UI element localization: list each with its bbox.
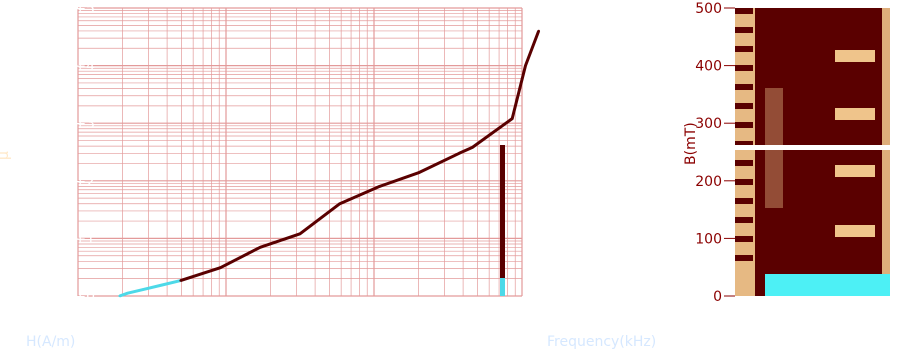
b-field-stripe [735,103,753,109]
b-field-stripe [735,84,753,90]
b-tick-label: 500 [695,1,722,17]
left-x-tick-labels: 600 800 1000 1200 1E+1 1E+2 1E+3 [43,308,850,324]
series-point [179,279,182,282]
b-field-right-edge [882,8,890,296]
right-panel [730,8,895,296]
h-tick-label: 1200 [257,308,293,324]
series-point [524,64,527,67]
y-tick-label: 1E+3 [57,116,95,132]
series-point [298,232,302,236]
h-tick-label: 600 [43,308,70,324]
left-plot-grid [77,7,523,297]
b-tick-label: 200 [695,174,722,190]
b-field-cut [730,145,895,150]
frequency-marker-low [500,278,505,296]
b-field-edge [735,8,755,296]
series-line-1 [180,30,541,283]
right-y-tick-labels: 0 100 200 300 400 500 B(mT) [683,1,735,305]
series-point [118,294,121,298]
b-field-stripe [735,217,753,223]
b-field-stripe [735,65,753,71]
series-point [511,117,514,120]
b-field-stripe [735,27,753,33]
series-point [471,146,474,149]
b-field-stripe [735,122,753,128]
series-point [418,171,421,174]
b-field-stripe [735,179,753,185]
series-point [457,152,461,155]
b-field-band [765,274,890,296]
plot-area [78,8,522,296]
left-y-tick-labels: 1E+0 1E+1 1E+2 1E+3 1E+4 1E+5 μ [0,1,95,305]
series-point [126,291,129,295]
x-axis-title-left: H(A/m) [26,334,76,350]
series-point [142,288,145,291]
y-tick-label: 1E+1 [57,231,95,247]
frequency-marker [500,145,505,295]
y-tick-label: 1E+2 [57,174,95,190]
b-field-marker [835,225,875,237]
b-field-stripe [735,8,753,14]
b-field-marker [835,50,875,62]
b-axis-label: B(mT) [683,122,699,165]
series-point [378,185,381,188]
series-point [219,266,222,269]
y-tick-label: 1E+4 [57,59,95,75]
b-tick-label: 300 [695,116,722,132]
y-axis-label: μ [0,151,12,160]
h-tick-label: 1000 [187,308,223,324]
b-tick-label: 400 [695,59,722,75]
freq-tick-label: 1E+2 [581,308,619,324]
left-plot-curves [118,29,541,298]
b-field-stripe [735,236,753,242]
freq-tick-label: 1E+3 [811,308,849,324]
y-tick-label: 1E+0 [57,289,95,305]
b-tick-label: 100 [695,231,722,247]
b-field-stripe [735,141,753,147]
b-tick-label: 0 [713,289,722,305]
freq-tick-label: 1E+1 [386,308,424,324]
b-field-stripe [735,198,753,204]
x-axis-title-right: Frequency(kHz) [547,334,657,350]
series-point [537,29,540,33]
b-field-marker [835,165,875,177]
b-field-stripe [735,255,753,261]
b-field-stripe [735,160,753,166]
series-point [259,246,262,249]
b-field-marker [835,108,875,120]
y-tick-label: 1E+5 [57,1,95,17]
series-point [160,283,164,287]
b-field-stripe [735,46,753,52]
series-point [338,202,341,205]
h-tick-label: 800 [115,308,142,324]
